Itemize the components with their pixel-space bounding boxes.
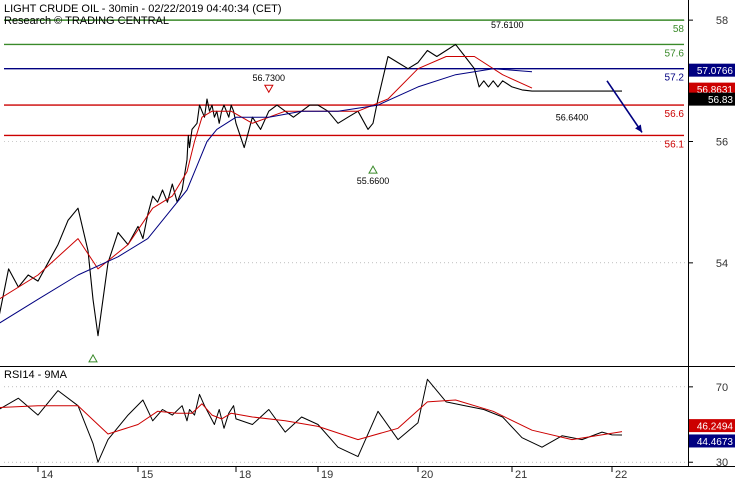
forecast-arrow-head (635, 124, 642, 133)
x-tick-label: 19 (321, 469, 333, 480)
rsi-tag-text: 44.4673 (697, 437, 734, 448)
chart-title: LIGHT CRUDE OIL - 30min - 02/22/2019 04:… (4, 3, 282, 15)
y-tick-label: 58 (716, 15, 728, 27)
series-layer (0, 43, 643, 337)
x-tick-label: 22 (615, 469, 627, 480)
x-tick-label: 18 (239, 469, 251, 480)
down-triangle-marker (263, 84, 274, 94)
price-tag-box (689, 63, 735, 77)
level-label: 56.6 (665, 109, 685, 120)
annotation-label: 57.6100 (491, 20, 524, 30)
level-label: 58 (673, 24, 685, 35)
price-tag-text: 56.8631 (697, 85, 734, 96)
x-tick-label: 20 (421, 469, 433, 480)
annotation-label: 56.6400 (556, 113, 589, 123)
rsi-panel-title: RSI14 - 9MA (4, 369, 68, 381)
forecast-arrow-shaft (606, 80, 643, 133)
y-tick-label: 56 (716, 136, 728, 148)
level-label: 57.2 (665, 73, 685, 84)
chart-subtitle: Research © TRADING CENTRAL (4, 15, 169, 27)
x-tick-label: 21 (515, 469, 527, 480)
y-tick-label: 54 (716, 258, 728, 270)
series-price (0, 43, 622, 337)
price-tag-box (689, 82, 735, 96)
series-ma_fast (0, 56, 533, 300)
price-tag-text: 56.83 (708, 95, 733, 106)
up-triangle-marker (368, 165, 378, 174)
rsi-series-layer (0, 378, 623, 463)
x-tick-label: 14 (41, 469, 53, 480)
rsi-tick-label: 70 (716, 382, 728, 394)
x-tick-label: 15 (141, 469, 153, 480)
price-levels: 58 57.6 57.2 56.6 56.1 (4, 19, 685, 150)
annotation-label: 55.6600 (357, 176, 390, 186)
up-triangle-marker (88, 353, 98, 363)
annotations: 57.6100 56.7300 56.6400 55.6600 (88, 20, 589, 363)
level-label: 57.6 (665, 48, 685, 59)
rsi-series-rsi_ma (0, 399, 623, 441)
price-tag-box (689, 92, 735, 106)
level-label: 56.1 (665, 139, 685, 150)
rsi-tag-box (689, 419, 735, 433)
rsi-tag-box (689, 434, 735, 448)
rsi-tick-label: 30 (716, 457, 728, 469)
rsi-tag-text: 46.2494 (697, 422, 734, 433)
series-ma_slow (0, 68, 533, 324)
rsi-series-rsi (0, 378, 623, 463)
annotation-label: 56.7300 (253, 73, 286, 83)
price-tag-text: 57.0766 (697, 66, 734, 77)
